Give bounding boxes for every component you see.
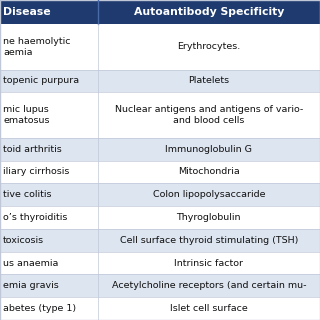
Text: Intrinsic factor: Intrinsic factor <box>174 259 243 268</box>
Bar <box>0 275 320 297</box>
Text: toxicosis: toxicosis <box>3 236 44 245</box>
Text: abetes (type 1): abetes (type 1) <box>3 304 76 313</box>
Text: iliary cirrhosis: iliary cirrhosis <box>3 167 69 177</box>
Bar <box>0 24 320 69</box>
Bar <box>0 252 320 275</box>
Text: Autoantibody Specificity: Autoantibody Specificity <box>134 7 284 17</box>
Bar <box>0 183 320 206</box>
Text: Nuclear antigens and antigens of vario-
and blood cells: Nuclear antigens and antigens of vario- … <box>115 105 303 125</box>
Bar <box>0 138 320 161</box>
Bar <box>0 69 320 92</box>
Text: Islet cell surface: Islet cell surface <box>170 304 248 313</box>
Text: Immunoglobulin G: Immunoglobulin G <box>165 145 252 154</box>
Bar <box>0 206 320 229</box>
Bar <box>0 0 320 24</box>
Text: toid arthritis: toid arthritis <box>3 145 62 154</box>
Text: tive colitis: tive colitis <box>3 190 52 199</box>
Text: Platelets: Platelets <box>188 76 229 85</box>
Bar <box>0 229 320 252</box>
Text: emia gravis: emia gravis <box>3 281 59 290</box>
Text: us anaemia: us anaemia <box>3 259 59 268</box>
Bar <box>0 297 320 320</box>
Text: Disease: Disease <box>3 7 51 17</box>
Text: o’s thyroiditis: o’s thyroiditis <box>3 213 68 222</box>
Bar <box>0 161 320 183</box>
Text: Erythrocytes.: Erythrocytes. <box>177 42 240 51</box>
Text: Mitochondria: Mitochondria <box>178 167 240 177</box>
Text: Thyroglobulin: Thyroglobulin <box>177 213 241 222</box>
Text: Cell surface thyroid stimulating (TSH): Cell surface thyroid stimulating (TSH) <box>120 236 298 245</box>
Text: topenic purpura: topenic purpura <box>3 76 79 85</box>
Bar <box>0 92 320 138</box>
Text: Acetylcholine receptors (and certain mu-: Acetylcholine receptors (and certain mu- <box>112 281 306 290</box>
Text: ne haemolytic
aemia: ne haemolytic aemia <box>3 37 71 57</box>
Text: mic lupus
ematosus: mic lupus ematosus <box>3 105 50 125</box>
Text: Colon lipopolysaccaride: Colon lipopolysaccaride <box>153 190 265 199</box>
